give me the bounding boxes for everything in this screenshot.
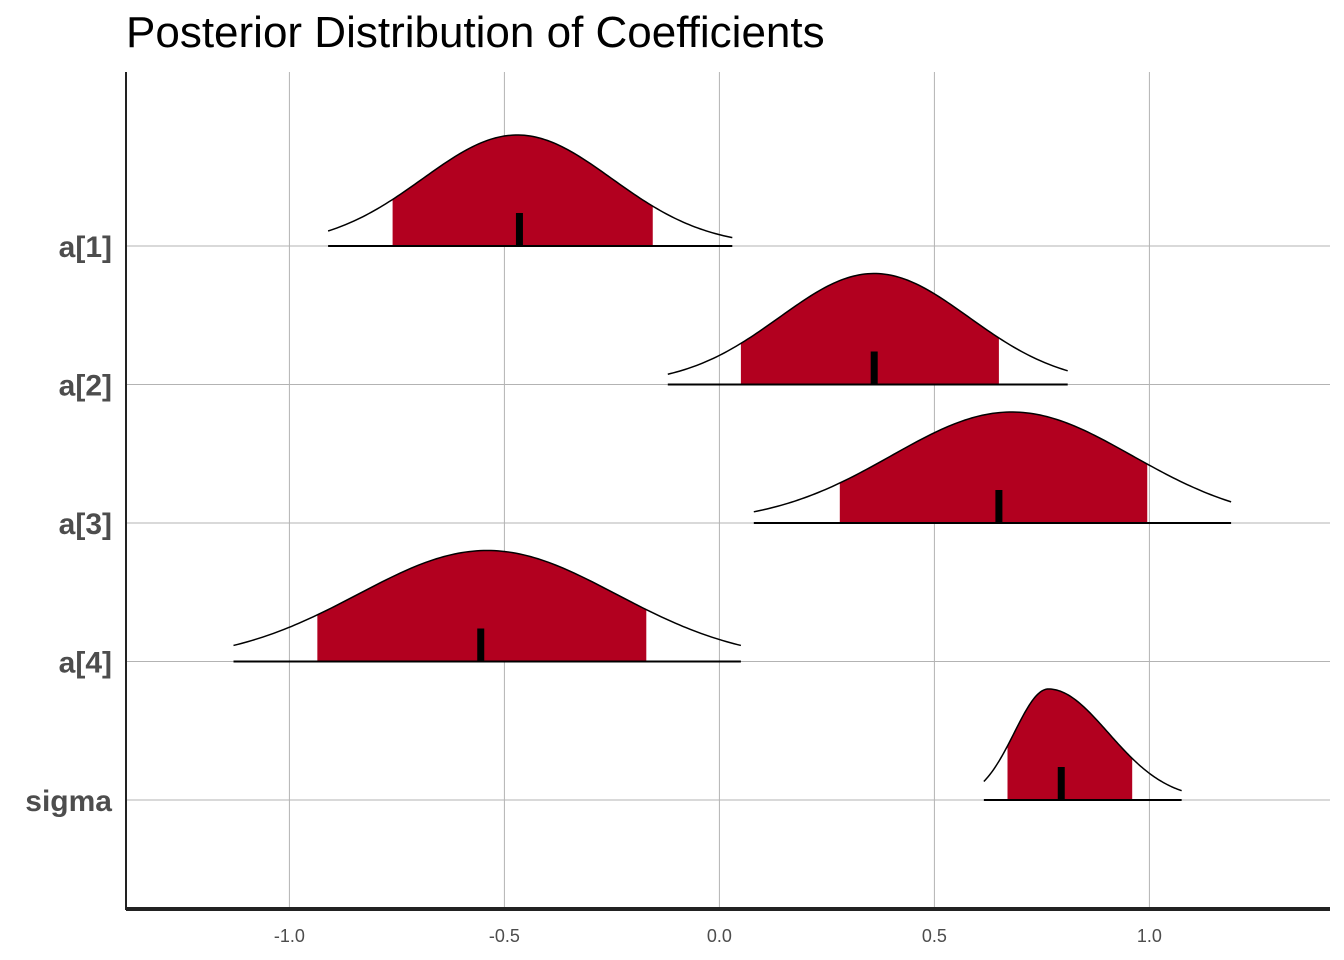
x-tick-label: -0.5 [489, 926, 520, 946]
x-tick-label: -1.0 [274, 926, 305, 946]
ridge-median-marker [1057, 767, 1065, 800]
ridge-interval-fill [317, 550, 647, 662]
ridge-density-curve [667, 272, 1068, 375]
ridge-density-curve [327, 134, 733, 239]
ridge-median-marker [477, 628, 485, 662]
ridge-interval-fill [1007, 689, 1133, 800]
x-axis-labels: -1.0 -0.5 0.0 0.5 1.0 [274, 926, 1162, 946]
x-tick-label: 1.0 [1137, 926, 1162, 946]
y-tick-label: a[2] [59, 370, 112, 403]
ridges [233, 134, 1232, 801]
y-axis-labels: a[1] a[2] a[3] a[4] sigma [25, 231, 112, 818]
y-tick-label: a[3] [59, 508, 112, 541]
y-tick-label: a[4] [59, 647, 112, 680]
ridge-interval-fill [839, 412, 1148, 523]
ridge-median-marker [870, 351, 878, 385]
ridge-density-curve [753, 411, 1232, 513]
y-tick-label: a[1] [59, 231, 112, 264]
ridge-interval-fill [392, 135, 653, 246]
ridge-median-marker [515, 213, 523, 246]
x-tick-label: 0.5 [922, 926, 947, 946]
ridge-density-curve [233, 549, 742, 647]
x-tick-label: 0.0 [707, 926, 732, 946]
y-tick-label: sigma [25, 785, 112, 818]
chart-title: Posterior Distribution of Coefficients [126, 8, 825, 57]
ridge-interval-fill [740, 273, 999, 385]
ridge-density-curve [983, 688, 1182, 792]
ridge-median-marker [995, 490, 1003, 523]
